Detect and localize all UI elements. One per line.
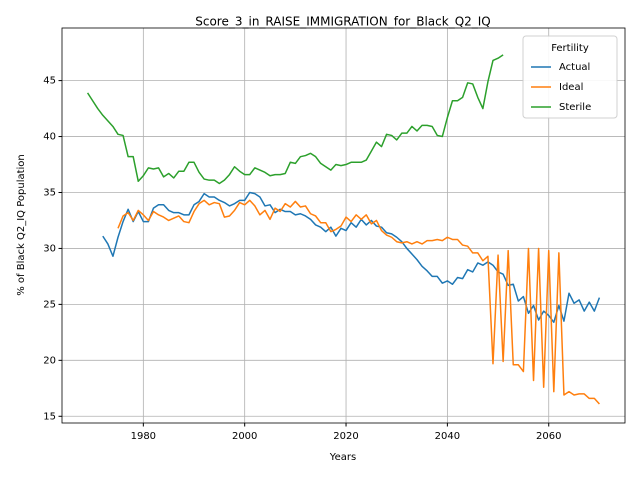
x-tick-label: 2060 — [536, 431, 561, 442]
legend-title: Fertility — [551, 43, 589, 54]
y-tick-label: 15 — [43, 411, 56, 422]
series-line — [86, 54, 504, 185]
y-tick-label: 30 — [43, 243, 56, 254]
x-tick-label: 1980 — [131, 431, 156, 442]
y-tick-label: 20 — [43, 355, 56, 366]
x-tick-label: 2000 — [232, 431, 257, 442]
y-tick-label: 35 — [43, 187, 56, 198]
y-tick-label: 45 — [43, 76, 56, 87]
x-tick-label: 2020 — [333, 431, 358, 442]
plot-frame — [61, 27, 626, 424]
legend-label: Ideal — [559, 82, 583, 93]
x-axis-label: Years — [329, 452, 356, 463]
y-axis-label: % of Black Q2_IQ Population — [16, 154, 27, 296]
legend-box — [522, 35, 618, 119]
series-line — [117, 199, 600, 405]
series-line — [102, 191, 601, 324]
legend-label: Sterile — [559, 102, 591, 113]
chart-title: Score_3_in_RAISE_IMMIGRATION_for_Black_Q… — [195, 15, 491, 29]
y-tick-label: 40 — [43, 132, 56, 143]
y-tick-label: 25 — [43, 299, 56, 310]
x-tick-label: 2040 — [435, 431, 460, 442]
legend-label: Actual — [559, 62, 590, 73]
